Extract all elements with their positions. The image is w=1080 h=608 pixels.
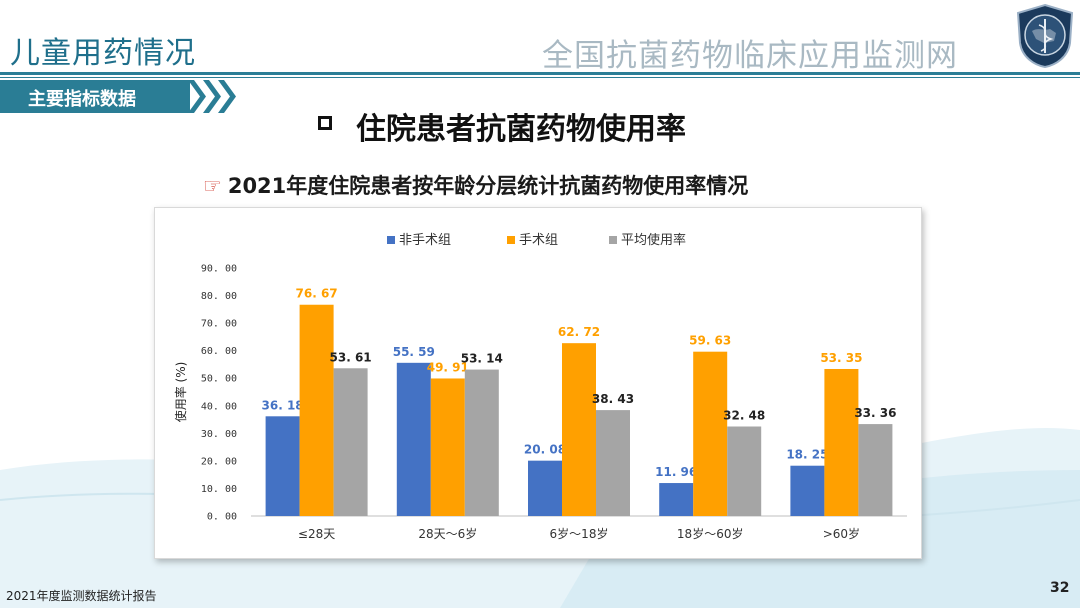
x-tick-label: ≤28天 [298,527,335,541]
bar [333,368,368,516]
section-title-text: 住院患者抗菌药物使用率 [356,112,686,147]
data-label: 18. 25 [786,448,828,462]
data-label: 53. 35 [820,351,862,365]
legend-label: 非手术组 [399,233,451,248]
legend-label: 手术组 [519,233,558,248]
data-label: 11. 96 [655,465,697,479]
square-bullet-icon [318,116,332,130]
chart-subtitle: ☞ 2021年度住院患者按年龄分层统计抗菌药物使用率情况 [203,170,748,200]
chevron-arrows-icon [188,80,236,113]
y-tick-label: 50. 00 [201,374,237,385]
y-tick-label: 20. 00 [201,456,237,467]
legend-swatch [609,236,617,244]
y-axis-label: 使用率 (%) [173,362,188,423]
bar [265,416,300,516]
bar [430,378,465,516]
data-label: 76. 67 [296,287,338,301]
bar [562,343,596,516]
legend-swatch [507,236,515,244]
data-label: 36. 18 [262,398,304,412]
bar [727,426,762,516]
x-tick-label: 28天～6岁 [418,526,477,541]
legend-label: 平均使用率 [621,232,686,248]
y-tick-label: 0. 00 [207,512,237,523]
y-tick-label: 10. 00 [201,484,237,495]
data-label: 53. 61 [330,350,372,364]
bar [596,410,630,516]
bar [299,304,334,516]
header-left-title: 儿童用药情况 [10,36,196,71]
section-tab: 主要指标数据 [0,80,190,113]
data-label: 59. 63 [689,334,731,348]
x-tick-label: >60岁 [823,526,860,541]
y-tick-label: 60. 00 [201,346,237,357]
footer-report-name: 2021年度监测数据统计报告 [6,589,157,603]
data-label: 20. 08 [524,443,566,457]
bar [464,369,499,516]
data-label: 49. 91 [427,360,469,374]
x-tick-label: 6岁～18岁 [550,526,609,541]
y-tick-label: 30. 00 [201,429,237,440]
data-label: 55. 59 [393,345,435,359]
y-tick-label: 90. 00 [201,264,237,275]
bar [824,368,859,516]
bar [659,483,694,516]
y-tick-label: 40. 00 [201,401,237,412]
bar [790,465,825,516]
bar [693,351,728,516]
data-label: 62. 72 [558,325,600,339]
pointing-hand-icon: ☞ [203,174,222,198]
header-rule [0,72,1080,75]
y-tick-label: 80. 00 [201,291,237,302]
page-number: 32 [1050,580,1070,596]
header-right-title: 全国抗菌药物临床应用监测网 [542,38,958,74]
section-title: 住院患者抗菌药物使用率 [312,104,686,148]
header-rule-thin [0,77,1080,78]
chart-panel: 非手术组 手术组 平均使用率 0. 00 10. 00 20. 00 30. 00 40. 0… [154,207,922,559]
bar [858,424,893,516]
data-label: 53. 14 [461,352,503,366]
legend-swatch [387,236,395,244]
section-tab-label: 主要指标数据 [28,89,136,110]
network-logo-icon [1016,3,1074,69]
data-label: 33. 36 [854,406,896,420]
bar-chart: 非手术组 手术组 平均使用率 0. 00 10. 00 20. 00 30. 00 40. 0… [173,232,907,541]
bar [396,362,431,516]
y-tick-label: 70. 00 [201,319,237,330]
x-tick-label: 18岁～60岁 [677,526,744,541]
chart-subtitle-text: 2021年度住院患者按年龄分层统计抗菌药物使用率情况 [227,174,749,198]
data-label: 38. 43 [592,392,634,406]
data-label: 32. 48 [723,408,765,422]
bar [528,460,562,516]
